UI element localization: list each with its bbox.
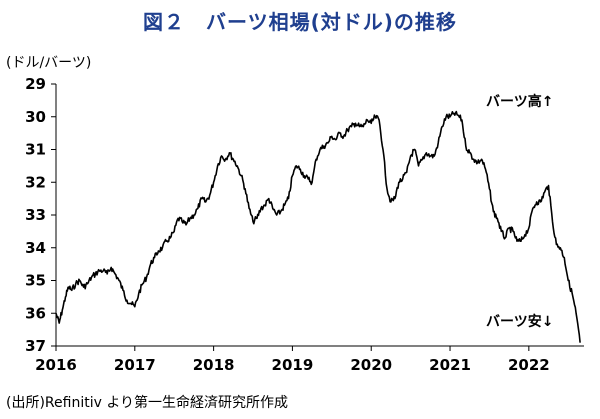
y-axis-unit-label: (ドル/バーツ) (6, 55, 92, 71)
annotation-baht-weak: バーツ安↓ (486, 313, 553, 330)
chart-axes (51, 83, 584, 351)
x-tick-label: 2016 (35, 356, 77, 374)
y-tick-label: 35 (25, 272, 46, 290)
y-tick-label: 29 (25, 75, 46, 93)
chart-title: 図２ バーツ相場(対ドル)の推移 (143, 10, 457, 34)
y-tick-label: 36 (25, 304, 46, 322)
y-tick-label: 34 (25, 239, 46, 257)
x-tick-labels: 2016 2017 2018 2019 2020 2021 2022 (35, 356, 550, 374)
y-tick-label: 37 (25, 337, 46, 355)
y-tick-labels: 29 30 31 32 33 34 35 36 37 (25, 75, 46, 355)
x-tick-label: 2020 (350, 356, 392, 374)
source-note: (出所)Refinitiv より第一生命経済研究所作成 (6, 395, 289, 411)
x-tick-label: 2021 (429, 356, 471, 374)
y-tick-label: 31 (25, 141, 46, 159)
y-tick-label: 30 (25, 108, 46, 126)
x-tick-label: 2018 (193, 356, 235, 374)
annotation-baht-strong: バーツ高↑ (486, 93, 553, 110)
y-tick-label: 32 (25, 173, 46, 191)
series-line (55, 110, 581, 343)
x-tick-label: 2019 (272, 356, 314, 374)
y-tick-label: 33 (25, 206, 46, 224)
x-tick-label: 2022 (508, 356, 550, 374)
x-tick-label: 2017 (114, 356, 156, 374)
